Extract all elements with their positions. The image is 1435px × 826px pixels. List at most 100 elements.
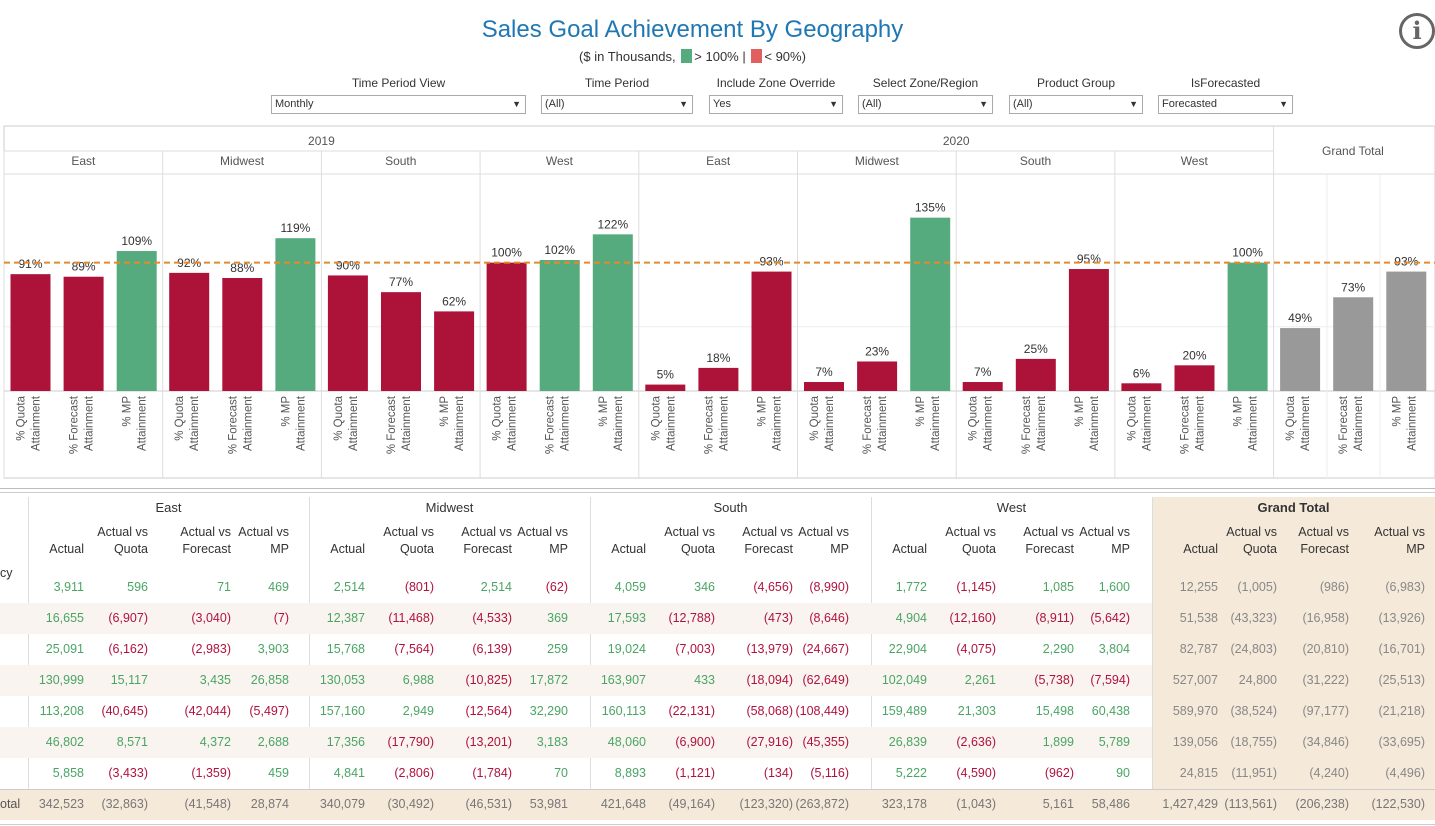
table-cell: (5,642) <box>1038 611 1130 625</box>
measure-axis-label: % MP <box>915 396 927 427</box>
measure-axis-label: % MP <box>122 396 134 427</box>
measure-axis-label: Attainment <box>1248 395 1260 451</box>
chevron-down-icon: ▼ <box>1279 96 1288 113</box>
measure-axis-label: % Forecast <box>545 395 557 454</box>
region-label: South <box>385 154 416 168</box>
measure-axis-label: % MP <box>598 396 610 427</box>
page-subtitle: ($ in Thousands, > 100% | < 90%) <box>0 49 1385 64</box>
bar-value-label: 91% <box>18 257 42 271</box>
table-cell: 3,804 <box>1038 642 1130 656</box>
table-cell: (33,695) <box>1333 735 1425 749</box>
bar <box>487 263 527 391</box>
measure-axis-label: % Quota <box>650 395 662 440</box>
bar-value-label: 25% <box>1024 342 1048 356</box>
bar-value-label: 23% <box>865 344 889 358</box>
bar <box>1121 383 1161 391</box>
measure-axis-label: % MP <box>280 396 292 427</box>
grand-total-label: Grand Total <box>1322 144 1384 158</box>
table-group-header: South <box>590 500 871 515</box>
column-header-line1: Actual vs <box>217 524 289 540</box>
table-top-border <box>0 488 1435 489</box>
measure-axis-label: % MP <box>439 396 451 427</box>
time-period-select[interactable]: (All) ▼ <box>541 95 693 114</box>
column-header-line2: MP <box>217 541 289 557</box>
isforecasted-select[interactable]: Forecasted ▼ <box>1158 95 1293 114</box>
total-cell: (32,863) <box>56 797 148 811</box>
filter-label: Include Zone Override <box>709 76 843 90</box>
table-cell: 90 <box>1038 766 1130 780</box>
select-value: Monthly <box>275 98 314 110</box>
column-header-line2: Actual <box>12 541 84 557</box>
column-header-line1: Actual vs <box>643 524 715 540</box>
time-period-view-select[interactable]: Monthly ▼ <box>271 95 526 114</box>
sales-table: East Actual Actual vs Quota Actual vs Forecas… <box>0 488 1435 808</box>
table-cell: (25,513) <box>1333 673 1425 687</box>
column-header-line2: Actual <box>574 541 646 557</box>
bar <box>645 385 685 391</box>
bar <box>963 382 1003 391</box>
region-label: East <box>71 154 96 168</box>
region-label: Midwest <box>855 154 900 168</box>
measure-axis-label: % MP <box>1233 396 1245 427</box>
measure-axis-label: Attainment <box>1353 395 1365 451</box>
measure-axis-label: Attainment <box>824 395 836 451</box>
measure-axis-label: % Quota <box>492 395 504 440</box>
table-cell: 1,600 <box>1038 580 1130 594</box>
bar-value-label: 49% <box>1288 311 1312 325</box>
column-header-line1: Actual vs <box>777 524 849 540</box>
column-header-line2: Actual <box>293 541 365 557</box>
bar <box>593 234 633 391</box>
bar <box>11 274 51 391</box>
measure-axis-label: % Forecast <box>227 395 239 454</box>
region-label: West <box>546 154 574 168</box>
total-cell: 58,486 <box>1038 797 1130 811</box>
column-header-line1: Actual vs <box>1277 524 1349 540</box>
table-group-header: Grand Total <box>1152 500 1435 515</box>
zone-region-select[interactable]: (All) ▼ <box>858 95 993 114</box>
bar-value-label: 73% <box>1341 280 1365 294</box>
bar-value-label: 20% <box>1182 348 1206 362</box>
measure-axis-label: Attainment <box>1036 395 1048 451</box>
bar <box>1280 328 1320 391</box>
page-title: Sales Goal Achievement By Geography <box>0 16 1385 44</box>
measure-axis-label: % Forecast <box>1180 395 1192 454</box>
bar-value-label: 18% <box>706 351 730 365</box>
measure-axis-label: % Forecast <box>69 395 81 454</box>
bar-value-label: 122% <box>597 217 628 231</box>
table-cell: (7,594) <box>1038 673 1130 687</box>
table-cell: 5,789 <box>1038 735 1130 749</box>
measure-axis-label: Attainment <box>348 395 360 451</box>
column-header-line2: Quota <box>1205 541 1277 557</box>
column-header-line2: Actual <box>855 541 927 557</box>
measure-axis-label: Attainment <box>401 395 413 451</box>
bar-value-label: 119% <box>280 221 310 235</box>
column-header-line2: MP <box>1353 541 1425 557</box>
measure-axis-label: % Forecast <box>703 395 715 454</box>
bar <box>1175 365 1215 391</box>
column-header-line2: Quota <box>643 541 715 557</box>
product-group-select[interactable]: (All) ▼ <box>1009 95 1143 114</box>
table-group-header: East <box>28 500 309 515</box>
measure-axis-label: Attainment <box>1300 395 1312 451</box>
attainment-bar-chart: 2019 2020East91%% Quota Attainment89%% For… <box>0 124 1435 480</box>
measure-axis-label: Attainment <box>983 395 995 451</box>
bar <box>169 273 209 391</box>
red-swatch <box>751 49 762 63</box>
bar-value-label: 88% <box>230 261 254 275</box>
bar-value-label: 100% <box>491 246 522 260</box>
select-value: Yes <box>713 98 731 110</box>
measure-axis-label: % Quota <box>968 395 980 440</box>
chevron-down-icon: ▼ <box>679 96 688 113</box>
include-zone-override-select[interactable]: Yes ▼ <box>709 95 843 114</box>
measure-axis-label: % MP <box>1074 396 1086 427</box>
measure-axis-label: Attainment <box>137 395 149 451</box>
measure-axis-label: Attainment <box>507 395 519 451</box>
table-cell: (21,218) <box>1333 704 1425 718</box>
chevron-down-icon: ▼ <box>829 96 838 113</box>
filter-product-group: Product Group (All) ▼ <box>1009 76 1143 114</box>
measure-axis-label: Attainment <box>295 395 307 451</box>
bar-value-label: 102% <box>544 243 575 257</box>
table-cell: (6,983) <box>1333 580 1425 594</box>
table-cell: (16,701) <box>1333 642 1425 656</box>
info-icon[interactable]: i <box>1399 13 1435 49</box>
